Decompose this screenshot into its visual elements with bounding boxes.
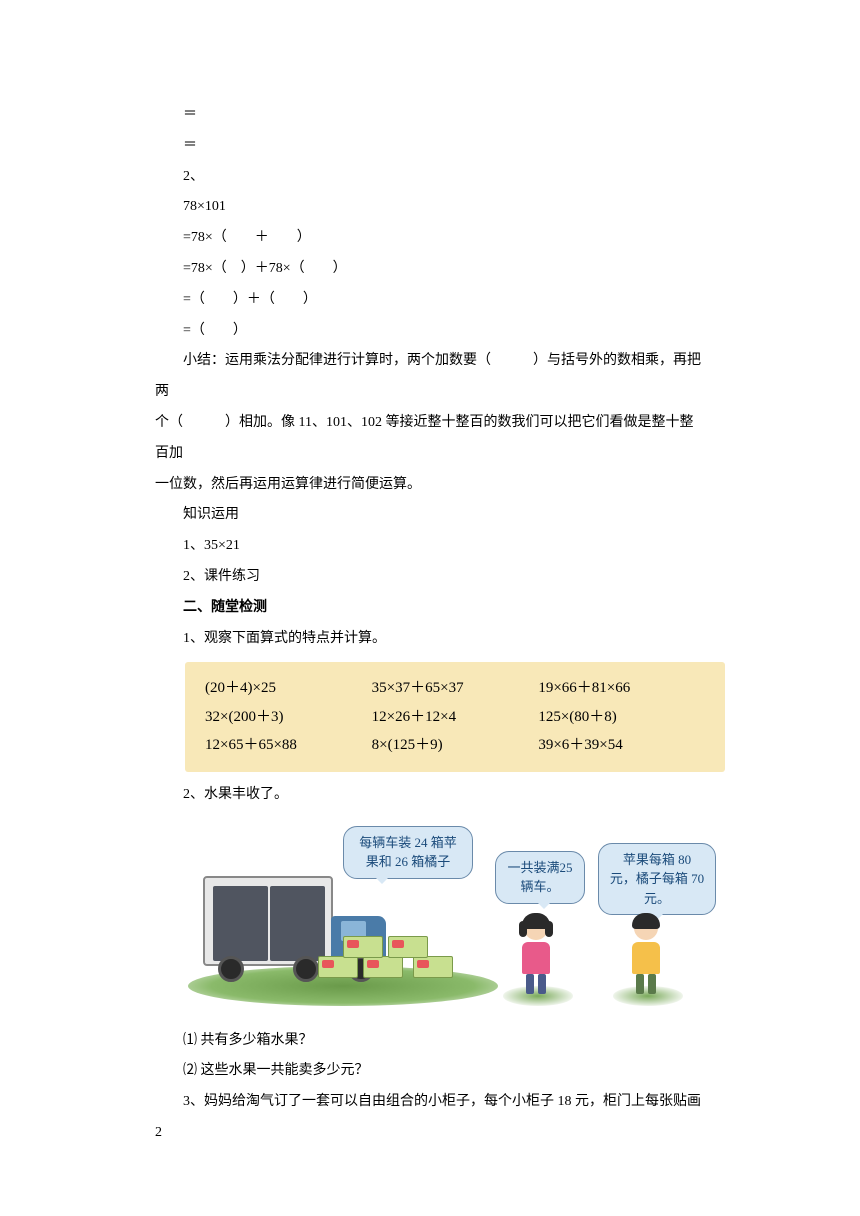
child-head <box>634 916 658 940</box>
summary-line-3: 一位数，然后再运用运算律进行简便运算。 <box>155 470 705 501</box>
exercise-cell: 12×26＋12×4 <box>372 703 539 732</box>
expr-78x101: 78×101 <box>155 192 705 223</box>
child-legs <box>526 974 546 994</box>
exercise-cell: 35×37＋65×37 <box>372 674 539 703</box>
truck-body <box>203 876 333 966</box>
child-body <box>632 942 660 974</box>
question-3: 3、妈妈给淘气订了一套可以自由组合的小柜子，每个小柜子 18 元，柜门上每张贴画… <box>155 1087 705 1149</box>
exercise-cell: 32×(200＋3) <box>205 703 372 732</box>
section-2-title: 二、随堂检测 <box>155 593 705 624</box>
box-icon <box>363 956 403 978</box>
summary-line-2: 个（ ）相加。像 11、101、102 等接近整十整百的数我们可以把它们看做是整… <box>155 408 705 470</box>
apply-item-2: 2、课件练习 <box>155 562 705 593</box>
speech-bubble-2: 一共装满25 辆车。 <box>495 851 585 904</box>
exercise-cell: 39×6＋39×54 <box>538 731 705 760</box>
box-icon <box>343 936 383 958</box>
step-1: =78×（ ＋ ） <box>155 223 705 254</box>
step-2: =78×（ ）＋78×（ ） <box>155 254 705 285</box>
box-icon <box>318 956 358 978</box>
wheel-icon <box>293 956 319 982</box>
child-head <box>524 916 548 940</box>
fruit-illustration: 每辆车装 24 箱苹果和 26 箱橘子 一共装满25 辆车。 苹果每箱 80 元… <box>183 821 723 1016</box>
exercise-cell: 125×(80＋8) <box>538 703 705 732</box>
exercise-cell: 12×65＋65×88 <box>205 731 372 760</box>
equals-line-2: ＝ <box>155 131 705 162</box>
apply-title: 知识运用 <box>155 500 705 531</box>
item-2: 2、 <box>155 162 705 193</box>
question-1: 1、观察下面算式的特点并计算。 <box>155 624 705 655</box>
truck-door-right <box>270 886 325 961</box>
speech-bubble-1: 每辆车装 24 箱苹果和 26 箱橘子 <box>343 826 473 879</box>
exercise-row-2: 32×(200＋3) 12×26＋12×4 125×(80＋8) <box>205 703 705 732</box>
question-2-1: ⑴ 共有多少箱水果？ <box>155 1026 705 1057</box>
exercise-row-3: 12×65＋65×88 8×(125＋9) 39×6＋39×54 <box>205 731 705 760</box>
child-body <box>522 942 550 974</box>
child-legs <box>636 974 656 994</box>
exercise-cell: 19×66＋81×66 <box>538 674 705 703</box>
child-hair <box>632 913 660 929</box>
step-4: =（ ） <box>155 316 705 347</box>
exercise-box: (20＋4)×25 35×37＋65×37 19×66＋81×66 32×(20… <box>185 662 725 772</box>
step-3: =（ ）＋（ ） <box>155 285 705 316</box>
box-icon <box>413 956 453 978</box>
boy-icon <box>628 916 664 996</box>
question-2-2: ⑵ 这些水果一共能卖多少元？ <box>155 1056 705 1087</box>
truck-door-left <box>213 886 268 961</box>
exercise-cell: (20＋4)×25 <box>205 674 372 703</box>
girl-icon <box>518 916 554 996</box>
child-hair <box>522 913 550 929</box>
equals-line-1: ＝ <box>155 100 705 131</box>
box-icon <box>388 936 428 958</box>
question-2: 2、水果丰收了。 <box>155 780 705 811</box>
wheel-icon <box>218 956 244 982</box>
summary-line-1: 小结：运用乘法分配律进行计算时，两个加数要（ ）与括号外的数相乘，再把两 <box>155 346 705 408</box>
apply-item-1: 1、35×21 <box>155 531 705 562</box>
exercise-row-1: (20＋4)×25 35×37＋65×37 19×66＋81×66 <box>205 674 705 703</box>
exercise-cell: 8×(125＋9) <box>372 731 539 760</box>
speech-bubble-3: 苹果每箱 80 元，橘子每箱 70 元。 <box>598 843 716 916</box>
